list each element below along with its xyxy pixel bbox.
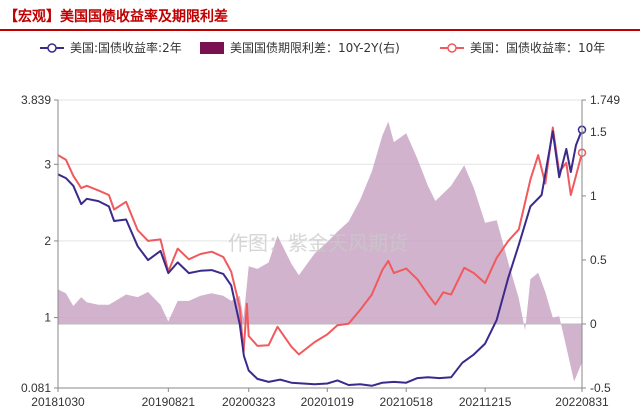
legend-swatch-2y <box>40 43 64 53</box>
legend-label-2y: 美国:国债收益率:2年 <box>70 41 182 55</box>
tick-label-right: 1 <box>590 189 597 203</box>
tick-label-left: 0.081 <box>21 381 51 395</box>
tick-label-x: 20181030 <box>31 395 85 409</box>
legend-swatch-10y <box>440 43 464 53</box>
tick-label-left: 3 <box>44 157 51 171</box>
tick-label-left: 3.839 <box>21 93 51 107</box>
series-2y-line <box>57 129 583 387</box>
title-bar: 【宏观】美国国债收益率及期限利差 <box>0 0 640 31</box>
series-10y-line <box>57 126 583 356</box>
tick-label-right: -0.5 <box>590 381 611 395</box>
legend-label-10y: 美国：国债收益率：10年 <box>470 41 606 55</box>
tick-label-x: 20201019 <box>301 395 355 409</box>
tick-label-x: 20210518 <box>380 395 434 409</box>
watermark-text: 作图：紫金天风期货 <box>228 231 408 255</box>
tick-label-left: 2 <box>44 234 51 248</box>
spread-area <box>58 121 582 382</box>
tick-label-x: 20220831 <box>555 395 609 409</box>
tick-label-right: 1.749 <box>590 93 620 107</box>
legend-swatch-spread <box>200 42 224 54</box>
tick-label-right: 0.5 <box>590 253 607 267</box>
plot-layer: 0.081 1 2 3 3.839 -0.5 0 0.5 1 1.5 1.749 20181030 20… <box>21 93 620 409</box>
tick-label-right: 0 <box>590 317 597 331</box>
legend-label-spread: 美国国债期限利差：10Y-2Y(右) <box>230 41 400 55</box>
tick-label-right: 1.5 <box>590 125 607 139</box>
legend: 美国:国债收益率:2年 美国国债期限利差：10Y-2Y(右) 美国：国债收益率：… <box>0 38 640 58</box>
tick-label-left: 1 <box>44 311 51 325</box>
tick-label-x: 20211215 <box>459 395 512 409</box>
page-title: 【宏观】美国国债收益率及期限利差 <box>4 9 228 25</box>
tick-label-x: 20200323 <box>222 395 276 409</box>
tick-label-x: 20190821 <box>142 395 196 409</box>
